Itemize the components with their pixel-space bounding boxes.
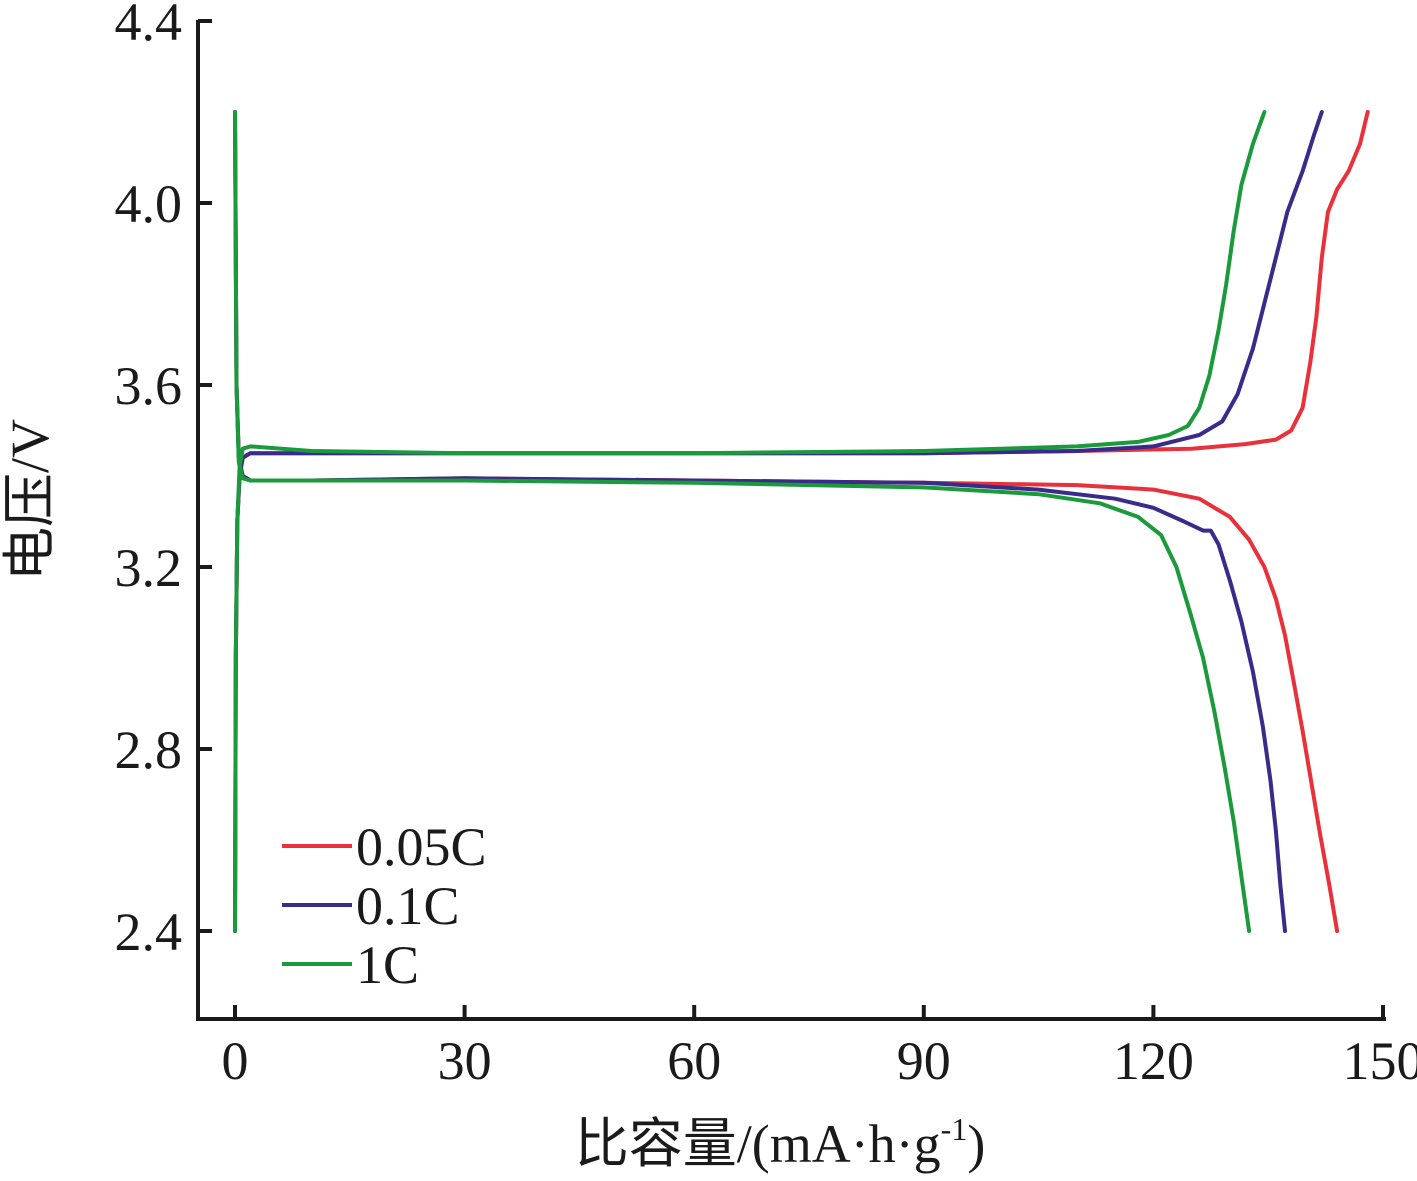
x-ticks: 0 30 60 90 120 150 — [222, 1005, 1417, 1091]
x-axis-title-close: ) — [967, 1114, 985, 1174]
legend-label: 1C — [356, 935, 419, 995]
axes: 2.4 2.8 3.2 3.6 4.0 4.4 0 30 60 90 120 150 — [115, 0, 1417, 1091]
y-tick-label: 4.4 — [115, 0, 183, 52]
x-tick-label: 0 — [222, 1031, 249, 1091]
series-line-0.1C-charge — [233, 110, 1324, 933]
y-tick-label: 2.4 — [115, 902, 183, 962]
y-axis-title: 电压/V — [0, 419, 60, 581]
x-tick-label: 90 — [897, 1031, 951, 1091]
x-tick-label: 30 — [438, 1031, 492, 1091]
y-tick-label: 2.8 — [115, 720, 183, 780]
y-tick-label: 3.2 — [115, 538, 183, 598]
x-axis-title-main: 比容量/(mA·h·g — [575, 1114, 941, 1174]
series-line-1C-charge — [233, 110, 1267, 933]
x-axis-title-superscript: -1 — [941, 1111, 968, 1147]
series-line-0.05C-charge — [233, 110, 1370, 933]
x-axis-title: 比容量/(mA·h·g-1) — [575, 1111, 986, 1174]
x-tick-label: 120 — [1113, 1031, 1194, 1091]
series-line-1C-discharge — [233, 110, 1252, 933]
x-tick-label: 60 — [667, 1031, 721, 1091]
plot-lines — [233, 110, 1370, 933]
x-tick-label: 150 — [1343, 1031, 1417, 1091]
y-tick-label: 3.6 — [115, 356, 183, 416]
y-ticks: 2.4 2.8 3.2 3.6 4.0 4.4 — [115, 0, 212, 962]
y-tick-label: 4.0 — [115, 174, 183, 234]
legend-label: 0.1C — [356, 876, 460, 936]
series-line-0.05C-discharge — [233, 110, 1340, 933]
series-line-0.1C-discharge — [233, 110, 1287, 933]
legend-label: 0.05C — [356, 817, 487, 877]
